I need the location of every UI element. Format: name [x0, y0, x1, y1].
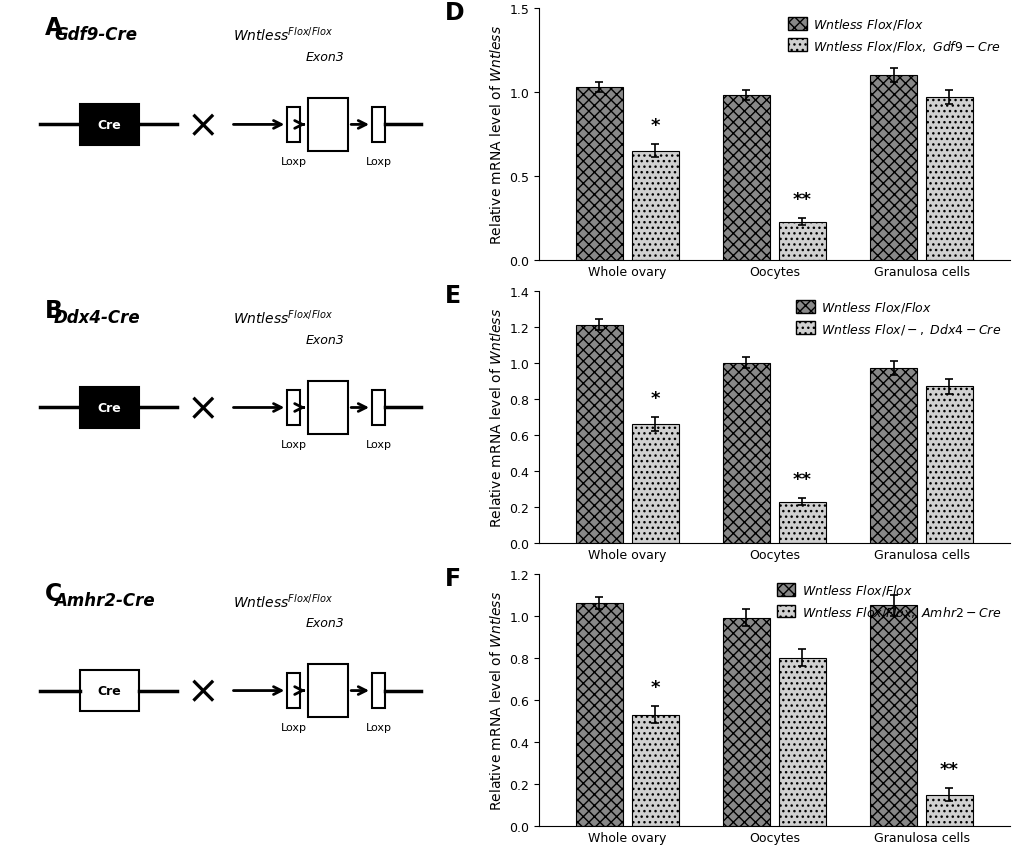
- Bar: [79, 388, 139, 429]
- Bar: [779, 502, 825, 544]
- Bar: [79, 105, 139, 146]
- Text: Exon3: Exon3: [305, 51, 343, 64]
- Bar: [308, 382, 348, 435]
- Text: $\mathbf{\mathit{Wntless}}^{\mathbf{\mathit{Flox/Flox}}}$: $\mathbf{\mathit{Wntless}}^{\mathbf{\mat…: [232, 309, 333, 327]
- Text: Exon3: Exon3: [305, 617, 343, 630]
- Text: **: **: [792, 191, 811, 209]
- Legend: $\it{Wntless}$ $\it{Flox/Flox}$, $\it{Wntless}$ $\it{Flox/-,}$ $\it{Ddx4-Cre}$: $\it{Wntless}$ $\it{Flox/Flox}$, $\it{Wn…: [793, 297, 1003, 339]
- Bar: [779, 658, 825, 826]
- Text: *: *: [650, 678, 659, 696]
- Bar: [779, 222, 825, 261]
- Text: Cre: Cre: [98, 684, 121, 697]
- Legend: $\it{Wntless}$ $\it{Flox/Flox}$, $\it{Wntless}$ $\it{Flox/Flox,}$ $\it{Amhr2-Cre: $\it{Wntless}$ $\it{Flox/Flox}$, $\it{Wn…: [773, 580, 1003, 621]
- Legend: $\it{Wntless}$ $\it{Flox/Flox}$, $\it{Wntless}$ $\it{Flox/Flox,}$ $\it{Gdf9-Cre}: $\it{Wntless}$ $\it{Flox/Flox}$, $\it{Wn…: [785, 14, 1003, 56]
- Text: A: A: [45, 16, 63, 40]
- Text: $\times$: $\times$: [186, 389, 215, 427]
- Text: Cre: Cre: [98, 118, 121, 132]
- Text: Loxp: Loxp: [280, 440, 307, 450]
- Bar: [631, 715, 678, 826]
- Bar: [576, 88, 623, 261]
- Text: Cre: Cre: [98, 401, 121, 415]
- Y-axis label: Relative mRNA level of $\it{Wntless}$: Relative mRNA level of $\it{Wntless}$: [488, 25, 503, 245]
- Text: Loxp: Loxp: [365, 440, 391, 450]
- Bar: [925, 387, 972, 544]
- Bar: [925, 98, 972, 261]
- Text: Loxp: Loxp: [280, 157, 307, 167]
- Bar: [722, 96, 769, 261]
- Text: Gdf9-Cre: Gdf9-Cre: [54, 26, 137, 44]
- Y-axis label: Relative mRNA level of $\it{Wntless}$: Relative mRNA level of $\it{Wntless}$: [488, 308, 503, 527]
- Bar: [287, 107, 300, 143]
- Bar: [925, 795, 972, 826]
- Text: **: **: [792, 470, 811, 488]
- Text: Ddx4-Cre: Ddx4-Cre: [54, 309, 141, 327]
- Text: Loxp: Loxp: [280, 722, 307, 733]
- Bar: [372, 390, 385, 426]
- Bar: [372, 673, 385, 708]
- Bar: [631, 424, 678, 544]
- Bar: [79, 671, 139, 711]
- Bar: [372, 107, 385, 143]
- Bar: [869, 606, 916, 826]
- Bar: [308, 99, 348, 152]
- Text: C: C: [45, 582, 62, 606]
- Text: *: *: [650, 117, 659, 135]
- Bar: [308, 665, 348, 717]
- Bar: [576, 325, 623, 544]
- Text: $\times$: $\times$: [186, 106, 215, 144]
- Text: D: D: [444, 1, 464, 25]
- Text: $\mathbf{\mathit{Wntless}}^{\mathbf{\mathit{Flox/Flox}}}$: $\mathbf{\mathit{Wntless}}^{\mathbf{\mat…: [232, 591, 333, 609]
- Bar: [287, 673, 300, 708]
- Text: E: E: [444, 284, 461, 308]
- Bar: [631, 152, 678, 261]
- Text: B: B: [45, 299, 62, 323]
- Bar: [287, 390, 300, 426]
- Text: $\times$: $\times$: [186, 671, 215, 710]
- Text: F: F: [444, 567, 461, 590]
- Y-axis label: Relative mRNA level of $\it{Wntless}$: Relative mRNA level of $\it{Wntless}$: [488, 590, 503, 810]
- Text: *: *: [650, 389, 659, 407]
- Text: Exon3: Exon3: [305, 334, 343, 347]
- Text: Loxp: Loxp: [365, 722, 391, 733]
- Bar: [869, 369, 916, 544]
- Bar: [869, 76, 916, 261]
- Text: Amhr2-Cre: Amhr2-Cre: [54, 591, 155, 610]
- Text: **: **: [940, 761, 958, 779]
- Bar: [722, 619, 769, 826]
- Bar: [722, 364, 769, 544]
- Bar: [576, 603, 623, 826]
- Text: $\mathbf{\mathit{Wntless}}^{\mathbf{\mathit{Flox/Flox}}}$: $\mathbf{\mathit{Wntless}}^{\mathbf{\mat…: [232, 26, 333, 44]
- Text: Loxp: Loxp: [365, 157, 391, 167]
